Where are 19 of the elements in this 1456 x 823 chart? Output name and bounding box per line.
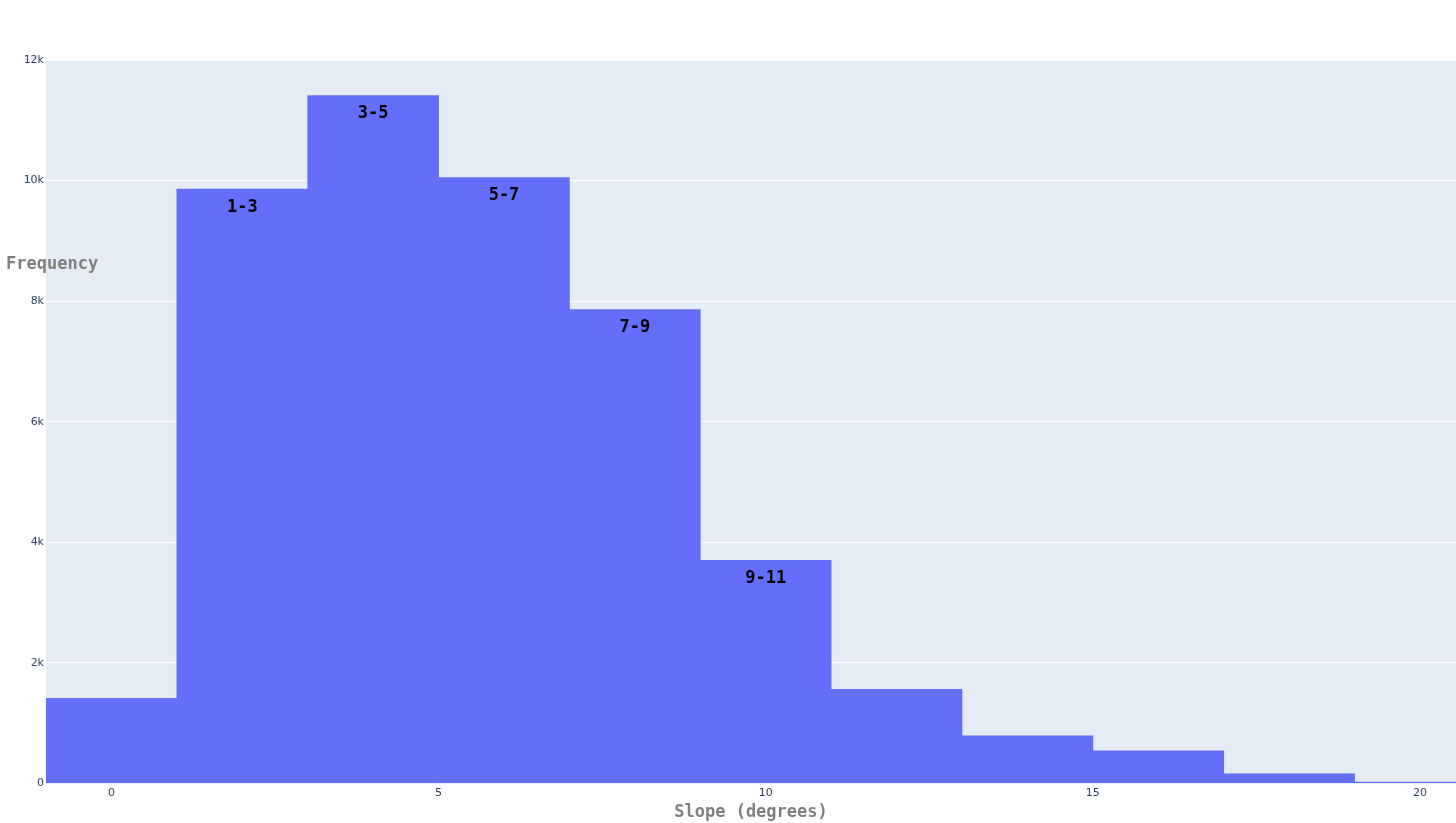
y-tick-label: 2k	[30, 655, 45, 669]
y-tick-label: 10k	[23, 173, 45, 187]
y-tick-label: 12k	[23, 52, 45, 66]
annotation: 7-9	[619, 316, 651, 337]
y-tick-label: 6k	[30, 414, 45, 428]
y-tick-label: 0	[37, 776, 44, 790]
x-tick-label: 20	[1413, 785, 1428, 799]
annotation: 3-5	[357, 102, 389, 123]
y-tick-label: 4k	[30, 535, 45, 549]
x-tick-label: 0	[107, 785, 115, 799]
x-axis-title: Slope (degrees)	[674, 801, 828, 822]
x-tick-label: 5	[435, 785, 443, 799]
annotation: 5-7	[488, 184, 520, 205]
annotation: 1-3	[226, 195, 258, 216]
x-tick-label: 15	[1085, 785, 1100, 799]
x-tick-label: 10	[758, 785, 773, 799]
annotation: 9-11	[745, 567, 787, 588]
y-tick-label: 8k	[30, 293, 45, 307]
y-axis-title: Frequency	[6, 253, 99, 274]
